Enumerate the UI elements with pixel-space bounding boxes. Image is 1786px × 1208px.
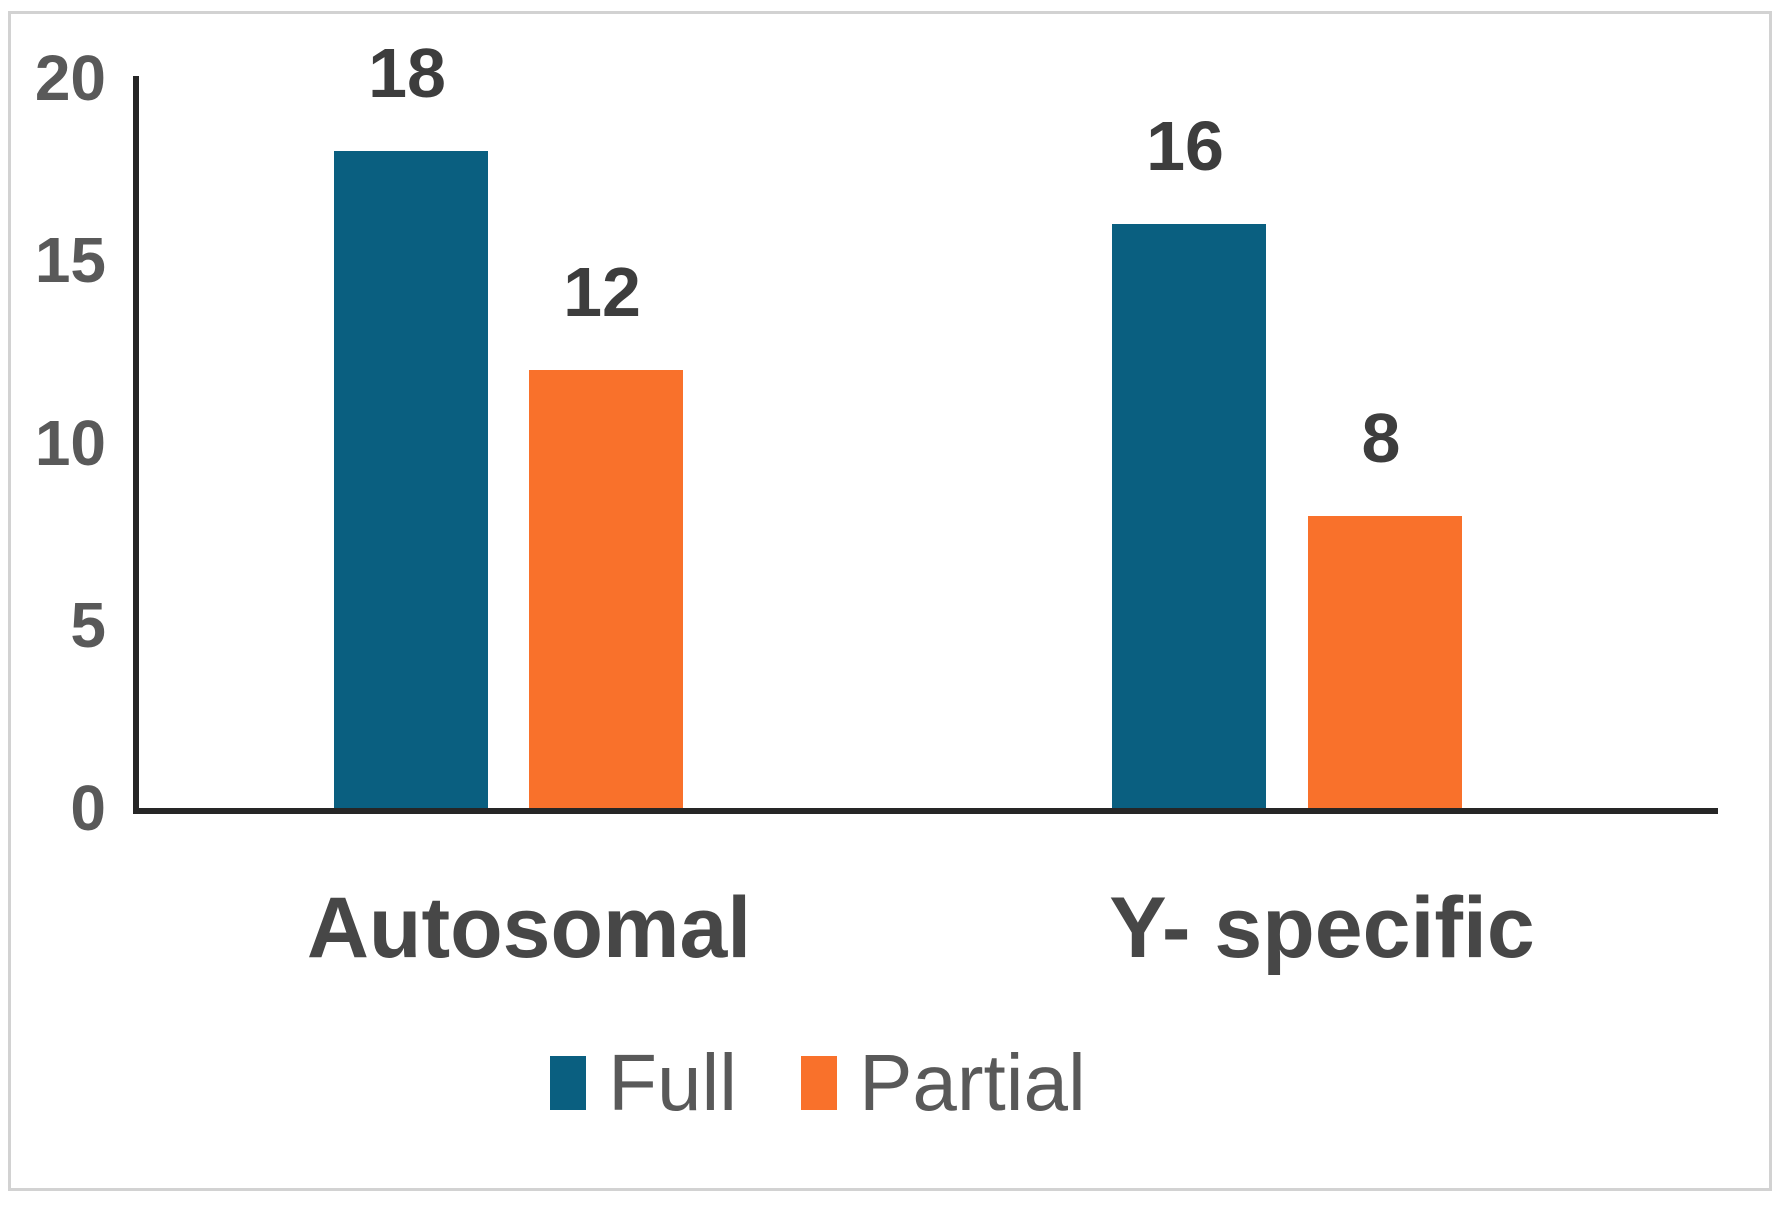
category-label-yspecific: Y- specific xyxy=(1109,880,1535,976)
legend-label-partial: Partial xyxy=(859,1038,1086,1127)
data-label-yspecific-partial: 8 xyxy=(1361,399,1401,477)
legend: Full Partial xyxy=(0,1038,1786,1128)
data-label-autosomal-partial: 12 xyxy=(563,253,641,331)
legend-label-full: Full xyxy=(608,1038,738,1127)
y-tick-label-20: 20 xyxy=(34,42,106,114)
y-tick-label-15: 15 xyxy=(34,224,106,296)
bar-yspecific-full xyxy=(1112,224,1266,808)
y-tick-label-0: 0 xyxy=(70,772,106,844)
legend-item-partial: Partial xyxy=(801,1038,1086,1128)
legend-swatch-full-icon xyxy=(550,1056,587,1110)
bar-autosomal-full xyxy=(334,151,488,808)
category-label-autosomal: Autosomal xyxy=(306,880,752,976)
y-tick-label-5: 5 xyxy=(70,589,106,661)
bar-yspecific-partial xyxy=(1308,516,1462,808)
bar-autosomal-partial xyxy=(529,370,683,808)
legend-item-full: Full xyxy=(550,1038,737,1128)
data-label-yspecific-full: 16 xyxy=(1146,107,1224,185)
data-label-autosomal-full: 18 xyxy=(368,34,446,112)
y-axis-line xyxy=(133,76,139,813)
y-tick-label-10: 10 xyxy=(34,407,106,479)
legend-swatch-partial-icon xyxy=(801,1056,838,1110)
figure-frame xyxy=(8,11,1772,1191)
x-axis-line xyxy=(133,808,1718,814)
